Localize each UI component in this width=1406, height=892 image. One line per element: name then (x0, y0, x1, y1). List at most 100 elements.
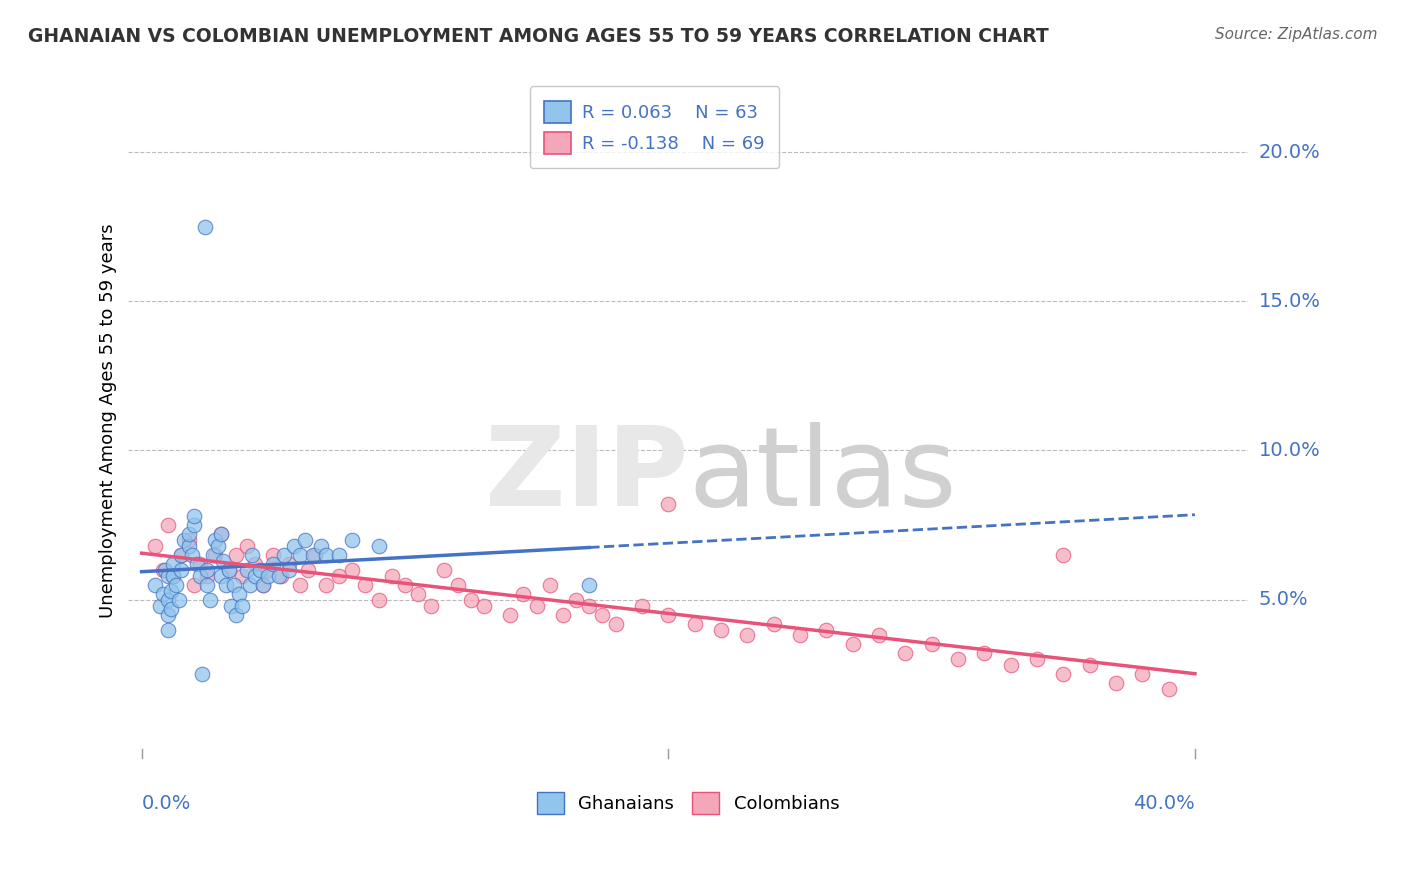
Point (198, 592, 221, 607)
Point (240, 548, 263, 562)
Point (156, 569, 179, 583)
Point (1052, 548, 1074, 562)
Point (735, 628, 758, 642)
Point (236, 563, 259, 577)
Point (301, 548, 323, 562)
Point (170, 563, 193, 577)
Point (894, 647, 917, 661)
Point (209, 527, 232, 541)
Text: 10.0%: 10.0% (1258, 441, 1320, 460)
Point (243, 569, 266, 583)
Point (591, 607, 613, 622)
Point (342, 533, 364, 547)
Point (149, 599, 172, 613)
Point (578, 599, 600, 613)
Point (1052, 667, 1074, 681)
Point (921, 637, 943, 651)
Point (315, 548, 337, 562)
Point (433, 563, 456, 577)
Point (162, 569, 184, 583)
Point (167, 592, 190, 607)
Text: ZIP: ZIP (485, 422, 688, 529)
Point (304, 548, 326, 562)
Point (156, 623, 179, 637)
Text: 0.0%: 0.0% (142, 795, 191, 814)
Point (225, 548, 247, 562)
Point (1026, 652, 1049, 666)
Point (526, 599, 548, 613)
Point (155, 563, 177, 577)
Point (204, 533, 226, 547)
Point (394, 578, 416, 592)
Point (328, 548, 350, 562)
Point (225, 607, 247, 622)
Point (236, 539, 259, 553)
Point (420, 599, 443, 613)
Point (186, 557, 208, 571)
Point (173, 533, 195, 547)
Point (152, 587, 174, 601)
Point (367, 539, 389, 553)
Point (152, 563, 174, 577)
Point (197, 569, 219, 583)
Point (328, 569, 350, 583)
Point (710, 623, 733, 637)
Point (499, 607, 522, 622)
Point (267, 569, 290, 583)
Point (177, 527, 200, 541)
Point (762, 616, 785, 631)
Point (472, 599, 495, 613)
Point (815, 623, 838, 637)
Point (162, 557, 184, 571)
Point (297, 563, 319, 577)
Point (209, 569, 232, 583)
Point (183, 578, 205, 592)
Point (381, 569, 404, 583)
Point (249, 563, 271, 577)
Point (868, 628, 890, 642)
Point (252, 578, 274, 592)
Point (218, 563, 240, 577)
Point (219, 599, 242, 613)
Point (159, 583, 181, 598)
Point (252, 578, 274, 592)
Point (162, 569, 184, 583)
Point (262, 548, 284, 562)
Point (551, 607, 574, 622)
Point (1078, 658, 1101, 673)
Text: 40.0%: 40.0% (1133, 795, 1195, 814)
Text: GHANAIAN VS COLOMBIAN UNEMPLOYMENT AMONG AGES 55 TO 59 YEARS CORRELATION CHART: GHANAIAN VS COLOMBIAN UNEMPLOYMENT AMONG… (28, 27, 1049, 45)
Point (197, 563, 219, 577)
Text: atlas: atlas (688, 422, 956, 529)
Point (1000, 658, 1022, 673)
Point (294, 533, 316, 547)
Point (197, 578, 219, 592)
Point (194, 219, 217, 234)
Point (683, 616, 706, 631)
Point (204, 548, 226, 562)
Point (1157, 682, 1180, 697)
Point (605, 616, 627, 631)
Text: Source: ZipAtlas.com: Source: ZipAtlas.com (1215, 27, 1378, 42)
Point (315, 578, 337, 592)
Point (460, 592, 482, 607)
Point (191, 667, 214, 681)
Point (209, 527, 232, 541)
Point (278, 563, 301, 577)
Point (342, 563, 364, 577)
Point (538, 578, 561, 592)
Point (257, 569, 280, 583)
Point (156, 518, 179, 533)
Point (143, 539, 166, 553)
Text: 20.0%: 20.0% (1258, 143, 1320, 161)
Point (1105, 676, 1128, 690)
Point (165, 578, 187, 592)
Point (657, 497, 679, 511)
Point (946, 652, 969, 666)
Point (288, 578, 311, 592)
Point (183, 509, 205, 524)
Point (406, 587, 429, 601)
Point (288, 548, 311, 562)
Point (243, 557, 266, 571)
Point (578, 578, 600, 592)
